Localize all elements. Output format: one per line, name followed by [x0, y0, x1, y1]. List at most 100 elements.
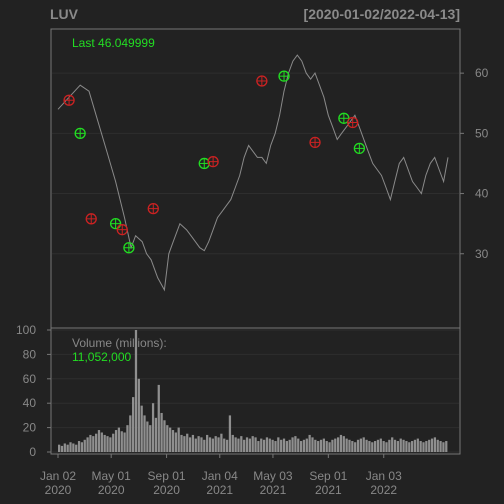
volume-bar: [291, 437, 294, 452]
volume-bar: [146, 421, 149, 452]
volume-bar: [399, 438, 402, 452]
trade-marker: [278, 70, 290, 82]
price-tick-label: 60: [475, 66, 489, 80]
volume-bar: [373, 441, 377, 452]
volume-bar: [80, 442, 84, 452]
volume-bar: [351, 441, 354, 452]
volume-bar: [393, 439, 397, 452]
volume-bar: [288, 439, 291, 452]
volume-bar: [280, 439, 283, 452]
volume-bar: [248, 438, 251, 452]
volume-bar: [160, 412, 163, 452]
volume-bar: [368, 441, 371, 452]
volume-bar: [208, 437, 212, 452]
trade-marker: [123, 242, 135, 254]
volume-bar: [385, 442, 388, 452]
volume-bar: [297, 438, 300, 452]
chart-title-symbol: LUV: [50, 6, 79, 22]
volume-bar: [217, 437, 220, 452]
volume-bar: [194, 438, 197, 452]
volume-bar: [336, 437, 340, 452]
x-tick-label-year: 2020: [98, 483, 125, 497]
volume-bar: [371, 442, 374, 452]
volume-bars: [58, 330, 448, 452]
volume-bar: [365, 439, 368, 452]
volume-bar: [109, 437, 112, 452]
volume-bar: [157, 384, 160, 452]
volume-bar: [345, 438, 348, 452]
volume-bar: [86, 437, 89, 452]
volume-bar: [171, 430, 175, 452]
volume-bar: [243, 439, 246, 452]
trade-marker: [63, 94, 75, 106]
volume-bar: [151, 403, 155, 452]
volume-bar: [66, 444, 69, 452]
volume-bar: [60, 445, 64, 452]
volume-bar: [257, 441, 260, 452]
volume-bar: [402, 439, 405, 452]
volume-bar: [203, 439, 206, 452]
volume-bar: [260, 438, 263, 452]
volume-bar: [223, 438, 226, 452]
volume-bar: [234, 437, 237, 452]
volume-bar: [328, 442, 331, 452]
volume-bar: [391, 437, 394, 452]
volume-bar: [143, 415, 146, 452]
volume-bar: [103, 434, 106, 452]
volume-bar: [114, 430, 118, 452]
volume-bar: [348, 439, 351, 452]
trade-markers: [63, 70, 366, 254]
volume-bar: [163, 420, 166, 452]
volume-bar: [228, 415, 232, 452]
volume-bar: [271, 439, 274, 452]
volume-bar: [382, 441, 385, 452]
volume-bar: [106, 436, 109, 452]
volume-bar: [442, 442, 445, 452]
chart-title-range: [2020-01-02/2022-04-13]: [304, 6, 460, 22]
volume-bar: [180, 434, 183, 452]
volume-bar: [211, 438, 214, 452]
volume-bar: [274, 441, 277, 452]
volume-bar: [342, 436, 345, 452]
volume-label: Volume (millions):: [72, 336, 167, 350]
volume-bar: [174, 432, 177, 452]
volume-bar: [308, 434, 311, 452]
volume-bar: [325, 441, 328, 452]
volume-bar: [95, 433, 98, 452]
x-tick-label-year: 2021: [315, 483, 342, 497]
volume-bar: [97, 430, 101, 452]
volume-bar: [154, 417, 158, 452]
price-tick-label: 30: [475, 247, 489, 261]
volume-bar: [314, 439, 317, 452]
trade-marker: [353, 142, 366, 155]
volume-bar: [237, 438, 240, 452]
volume-bar: [428, 439, 431, 452]
volume-bar: [186, 433, 189, 452]
trade-marker: [198, 157, 210, 170]
volume-bar: [183, 436, 186, 452]
trade-marker: [109, 218, 122, 230]
x-tick-label-date: Sep 01: [309, 469, 347, 483]
volume-bar: [77, 441, 81, 452]
volume-bar: [197, 436, 200, 452]
volume-bar: [299, 441, 303, 452]
volume-panel: 0 20 40 60 80 100 Volume (millions): 11,052,0…: [16, 323, 461, 459]
volume-tick-label: 100: [16, 323, 36, 337]
x-tick-label-year: 2022: [370, 483, 397, 497]
volume-bar: [225, 439, 229, 452]
trade-marker: [207, 155, 219, 168]
volume-bar: [439, 441, 442, 452]
volume-bar: [436, 439, 439, 452]
volume-bar: [277, 437, 280, 452]
x-tick-label-year: 2021: [206, 483, 233, 497]
volume-bar: [132, 397, 135, 452]
last-price-label: Last 46.049999: [72, 36, 155, 50]
volume-bar: [425, 441, 428, 452]
volume-bar: [69, 442, 72, 452]
volume-bar: [408, 442, 411, 452]
volume-bar: [200, 437, 203, 452]
volume-bar: [416, 438, 419, 452]
price-tick-label: 40: [475, 187, 489, 201]
volume-bar: [254, 437, 257, 452]
